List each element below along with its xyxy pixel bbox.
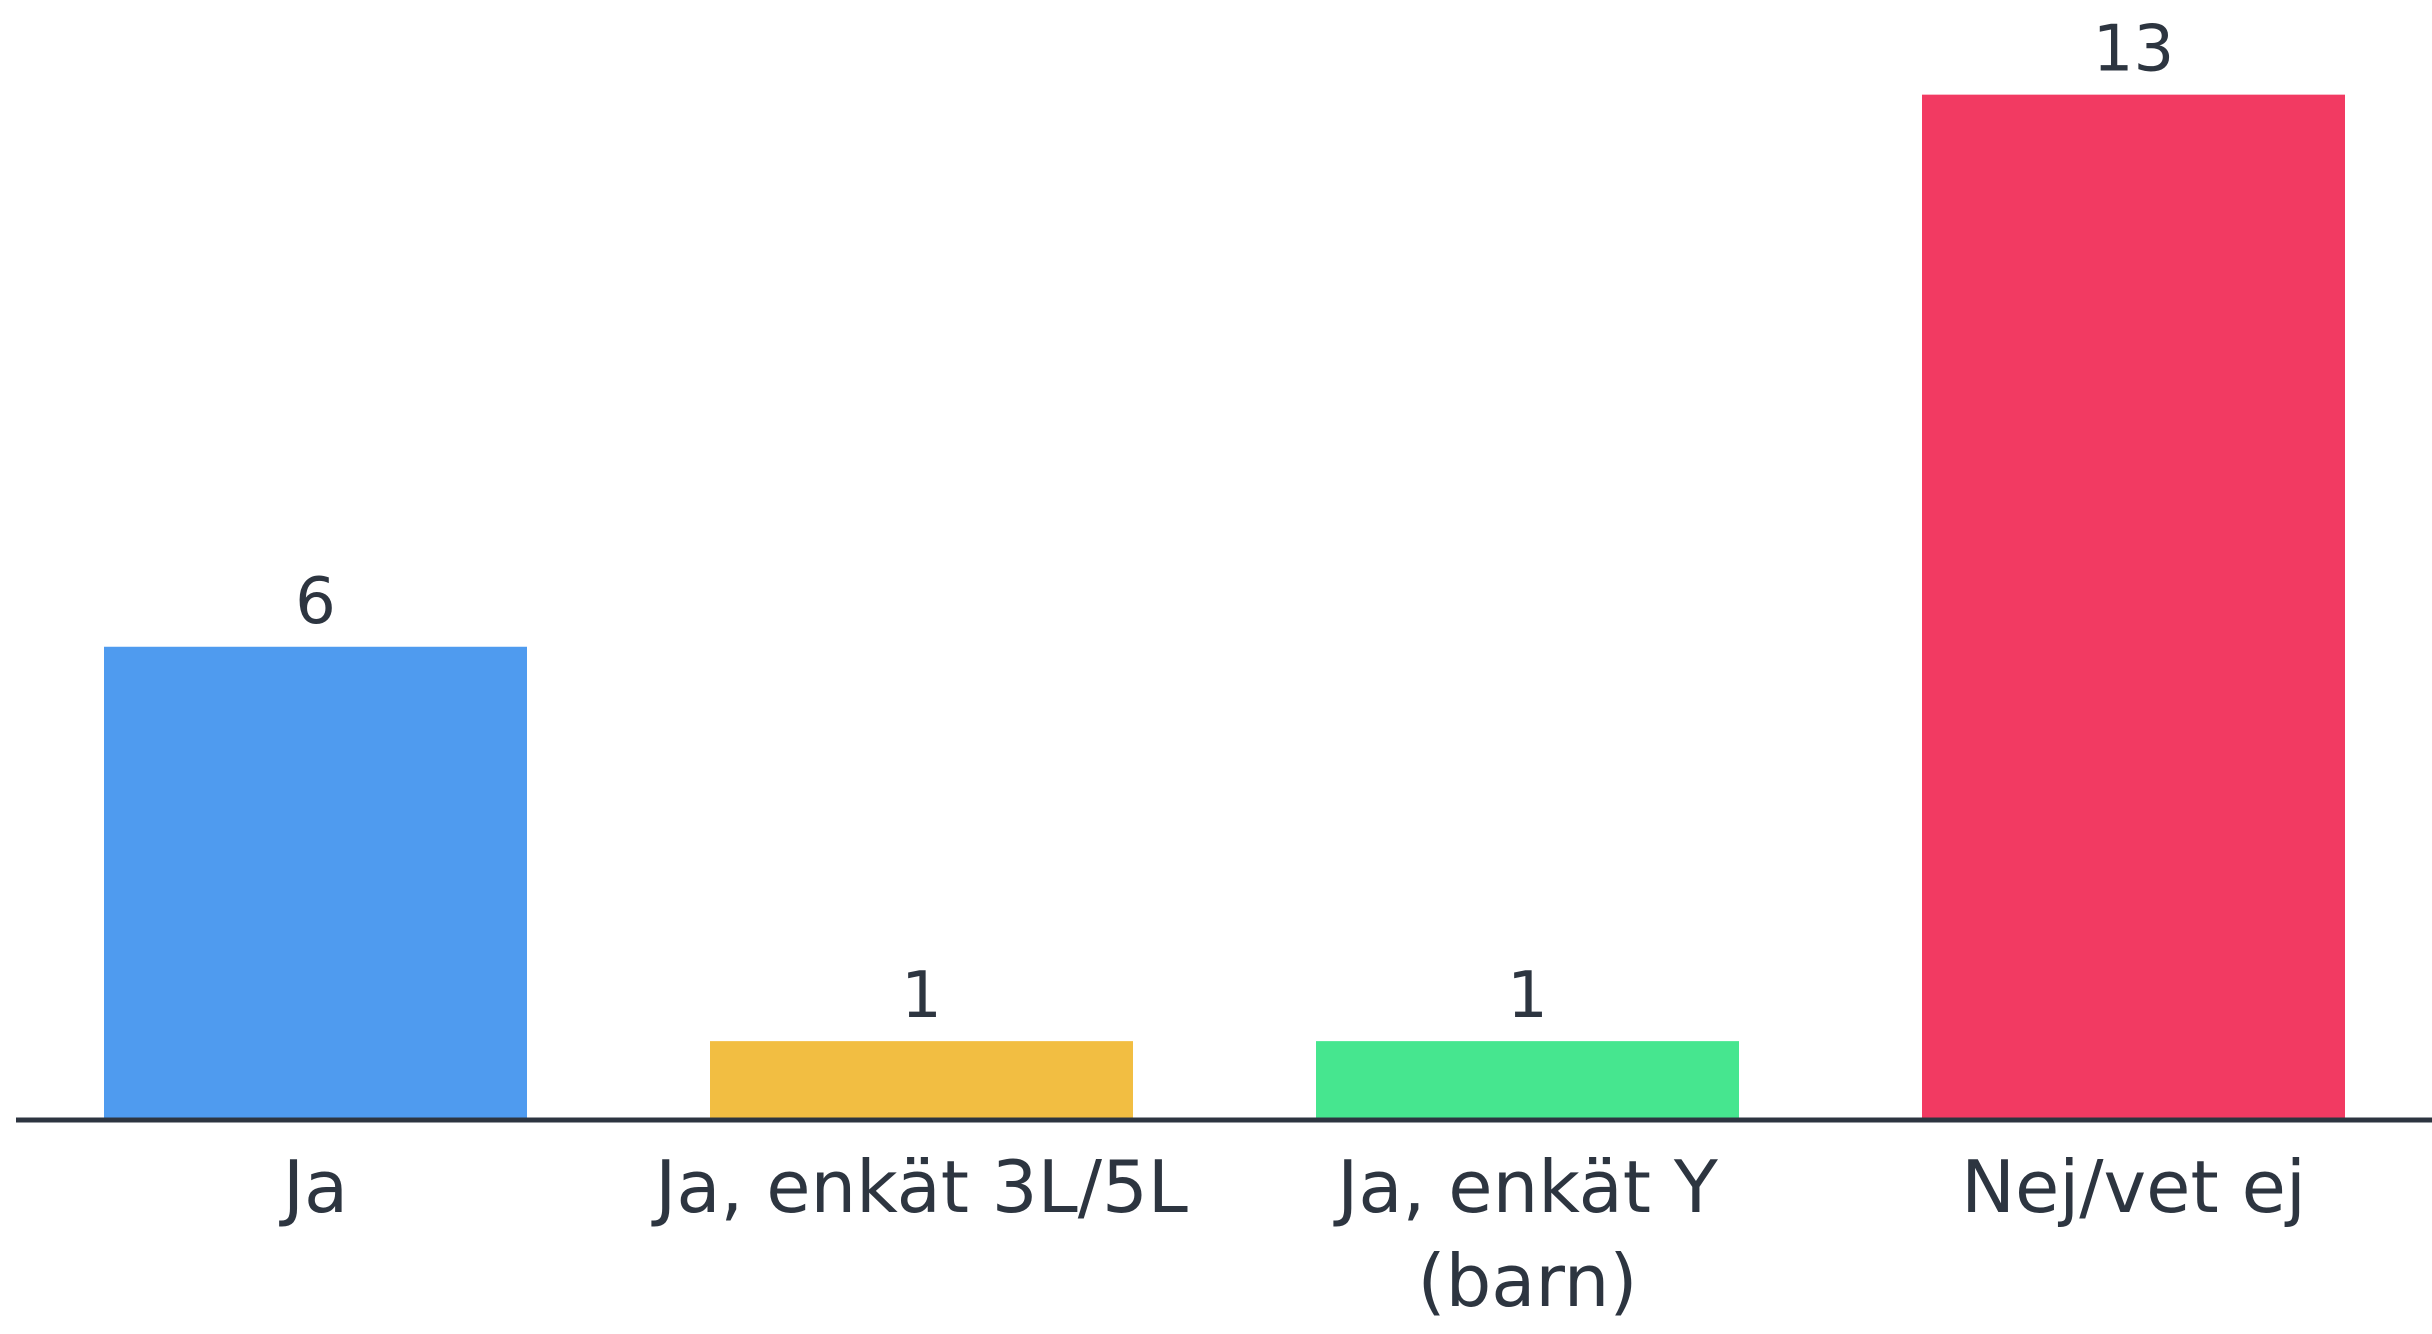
x-tick-label: Ja, enkät 3L/5L (655, 1145, 1188, 1229)
bar (710, 1041, 1133, 1120)
value-label: 6 (295, 565, 336, 639)
bar (1922, 94, 2345, 1120)
x-tick-label: Ja, enkät Y (barn) (1337, 1145, 1718, 1323)
bar (104, 646, 527, 1120)
value-label: 1 (901, 959, 942, 1033)
x-tick-label: Nej/vet ej (1961, 1145, 2306, 1229)
bar (1316, 1041, 1739, 1120)
value-label: 1 (1507, 959, 1548, 1033)
value-label: 13 (2093, 13, 2174, 87)
x-tick-label: Ja (282, 1145, 349, 1229)
